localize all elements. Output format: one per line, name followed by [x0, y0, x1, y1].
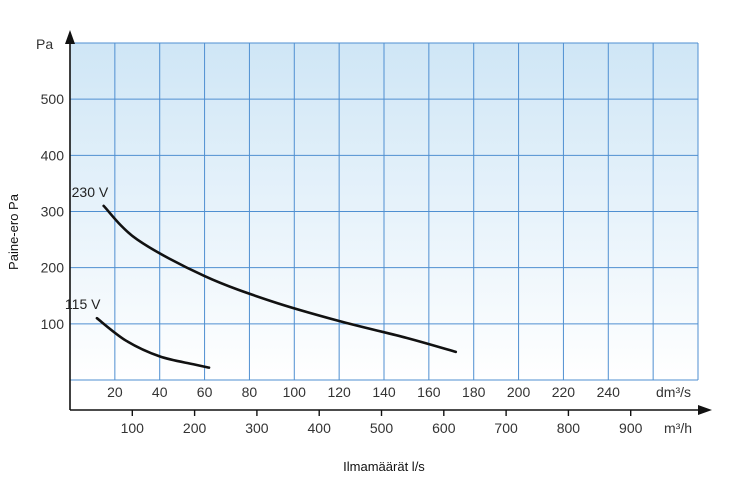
x-tick-label-primary: 40: [152, 384, 168, 400]
y-tick-label: 400: [41, 147, 65, 163]
x-unit-label-secondary: m³/h: [664, 420, 692, 436]
x-tick-label-primary: 120: [327, 384, 351, 400]
x-tick-label-primary: 240: [597, 384, 621, 400]
x-tick-label-secondary: 600: [432, 420, 456, 436]
y-tick-label: 500: [41, 91, 65, 107]
x-tick-label-secondary: 300: [245, 420, 269, 436]
x-tick-label-secondary: 200: [183, 420, 207, 436]
grid-lines: [70, 42, 699, 381]
y-tick-label: 300: [41, 204, 65, 220]
x-tick-labels-secondary: 100 200 300 400 500 600 700 800 900: [121, 410, 643, 436]
series-curve-115-v: [95, 316, 211, 369]
series-curves: 230 V 115 V: [65, 184, 458, 369]
x-tick-label-secondary: 700: [494, 420, 518, 436]
y-tick-label: 100: [41, 316, 65, 332]
x-tick-label-primary: 200: [507, 384, 531, 400]
x-tick-label-primary: 180: [462, 384, 486, 400]
y-axis-arrow: [65, 30, 75, 44]
y-tick-labels: 100 200 300 400 500: [41, 91, 65, 332]
x-tick-labels-primary: 20 40 60 80 100 120 140 160 180 200 220 240: [107, 384, 620, 400]
axes: [65, 30, 712, 415]
x-tick-label-primary: 140: [372, 384, 396, 400]
y-axis-title: Paine-ero Pa: [6, 193, 21, 270]
series-label-230-v: 230 V: [72, 184, 109, 200]
series-curve-230-v: [102, 204, 458, 354]
x-tick-label-primary: 160: [417, 384, 441, 400]
y-tick-label: 200: [41, 260, 65, 276]
x-tick-label-secondary: 900: [619, 420, 643, 436]
x-axis-title: Ilmamäärät l/s: [343, 459, 425, 474]
x-tick-label-primary: 20: [107, 384, 123, 400]
y-unit-label: Pa: [36, 36, 53, 52]
x-tick-label-secondary: 800: [557, 420, 581, 436]
x-tick-label-secondary: 100: [121, 420, 145, 436]
x-tick-label-primary: 60: [197, 384, 213, 400]
x-tick-label-primary: 220: [552, 384, 576, 400]
x-tick-label-primary: 80: [242, 384, 258, 400]
x-tick-label-primary: 100: [283, 384, 307, 400]
x-axis-arrow: [698, 405, 712, 415]
series-label-115-v: 115 V: [65, 296, 101, 312]
x-unit-label-primary: dm³/s: [656, 384, 691, 400]
x-tick-label-secondary: 400: [308, 420, 332, 436]
x-tick-label-secondary: 500: [370, 420, 394, 436]
